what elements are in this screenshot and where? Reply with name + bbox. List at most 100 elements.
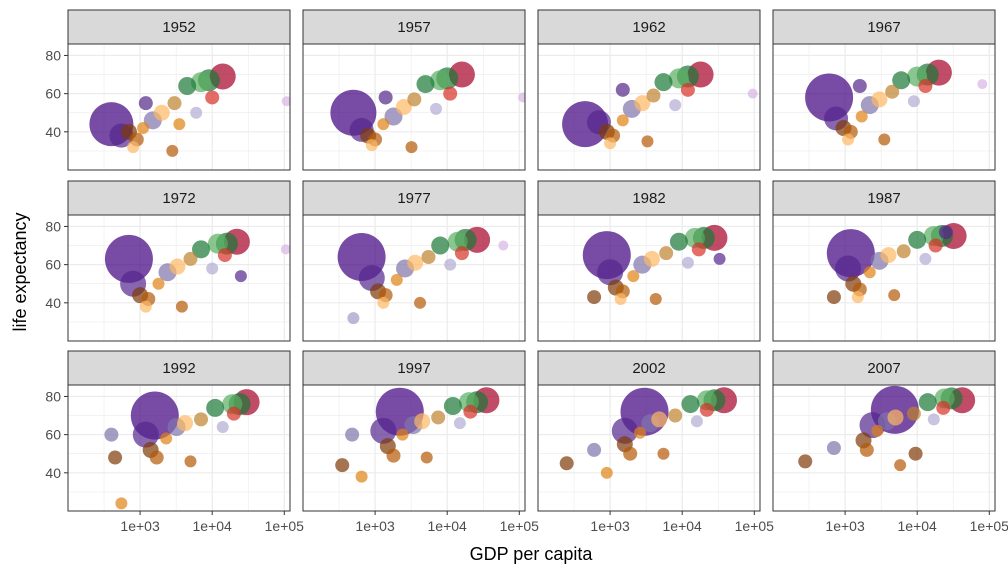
data-point	[651, 411, 668, 428]
data-point	[206, 262, 219, 275]
data-point	[977, 79, 988, 90]
data-point	[281, 96, 290, 107]
panel-border	[302, 43, 526, 171]
facet-strip	[772, 180, 996, 216]
data-point	[377, 296, 390, 309]
data-point	[611, 417, 638, 444]
data-point	[370, 417, 397, 444]
data-point	[681, 395, 700, 414]
facet-panel: 1957	[302, 9, 526, 171]
data-point	[183, 251, 198, 266]
y-tick-label: 80	[45, 218, 61, 234]
data-point	[108, 450, 123, 465]
data-point	[347, 312, 360, 325]
data-point	[649, 293, 662, 305]
data-point	[646, 88, 661, 103]
data-point	[139, 300, 152, 313]
facet-strip	[537, 350, 761, 386]
facet-strip	[772, 9, 996, 45]
x-tick-label: 1e+04	[428, 518, 468, 534]
data-point	[600, 466, 613, 479]
data-point	[616, 114, 629, 127]
data-point	[887, 409, 904, 426]
data-point	[345, 427, 360, 442]
data-point	[365, 139, 378, 152]
y-tick-label: 60	[45, 257, 61, 273]
data-point	[226, 406, 241, 421]
data-point	[559, 456, 574, 471]
data-point	[414, 296, 427, 309]
points-layer	[559, 387, 737, 479]
data-point	[431, 410, 446, 425]
facet-strip-label: 1992	[162, 360, 195, 377]
data-point	[335, 458, 350, 473]
data-point	[691, 242, 706, 257]
points-layer	[798, 385, 976, 472]
data-point	[863, 266, 876, 279]
data-point	[641, 135, 654, 148]
data-point	[894, 459, 907, 472]
y-tick-label: 40	[45, 124, 61, 140]
data-point	[623, 446, 638, 461]
facet-strip	[302, 9, 526, 45]
facet-strip-label: 2007	[867, 360, 900, 377]
x-tick-label: 1e+03	[355, 518, 395, 534]
data-point	[407, 92, 422, 107]
facet-strip-label: 1972	[162, 190, 195, 207]
points-layer	[89, 63, 290, 157]
data-point	[454, 246, 469, 261]
facet-strip-label: 1957	[397, 19, 430, 36]
data-point	[498, 240, 509, 251]
data-point	[871, 424, 884, 437]
data-point	[927, 413, 940, 426]
data-point	[390, 273, 403, 286]
facet-strip-label: 1952	[162, 19, 195, 36]
data-point	[936, 400, 951, 415]
data-point	[643, 250, 660, 267]
data-point	[149, 450, 164, 465]
data-point	[634, 426, 647, 439]
x-tick-label: 1e+04	[663, 518, 703, 534]
data-point	[627, 270, 640, 283]
facet-panel: 2007	[772, 350, 996, 512]
data-point	[173, 118, 186, 131]
data-point	[699, 402, 714, 417]
data-point	[190, 106, 203, 119]
data-point	[396, 428, 409, 441]
data-point	[234, 270, 247, 283]
panel-border	[302, 384, 526, 512]
y-axis: 40 60 80 40 60 80 40 60 80	[45, 47, 68, 481]
x-tick-label: 1e+04	[898, 518, 938, 534]
facet-panel: 1987	[772, 180, 996, 342]
facet-panels: 1952 1957 1962 1967 1972 1977 1982 1987 1992 1997…	[67, 9, 996, 512]
data-point	[918, 79, 933, 93]
data-point	[194, 412, 209, 427]
points-layer	[337, 226, 509, 325]
data-point	[378, 90, 393, 105]
data-point	[826, 290, 841, 305]
panel-border	[772, 43, 996, 171]
data-point	[280, 244, 290, 255]
facet-panel: 1962	[537, 9, 761, 171]
facet-strip-label: 1982	[632, 190, 665, 207]
y-axis-title: life expectancy	[10, 212, 30, 331]
points-layer	[826, 223, 967, 305]
data-point	[680, 82, 695, 97]
facet-strip-label: 1977	[397, 190, 430, 207]
data-point	[430, 102, 443, 115]
facet-panel: 1972	[67, 180, 291, 342]
facet-strip	[537, 180, 761, 216]
y-tick-label: 60	[45, 86, 61, 102]
data-point	[377, 118, 390, 131]
facet-strip-label: 1967	[867, 19, 900, 36]
panel-background	[68, 215, 290, 341]
points-layer	[582, 224, 728, 305]
data-point	[104, 427, 119, 442]
data-point	[160, 432, 173, 445]
data-point	[896, 244, 911, 259]
facet-strip	[67, 350, 291, 386]
data-point	[405, 141, 418, 154]
data-point	[908, 446, 923, 461]
panel-border	[302, 214, 526, 342]
